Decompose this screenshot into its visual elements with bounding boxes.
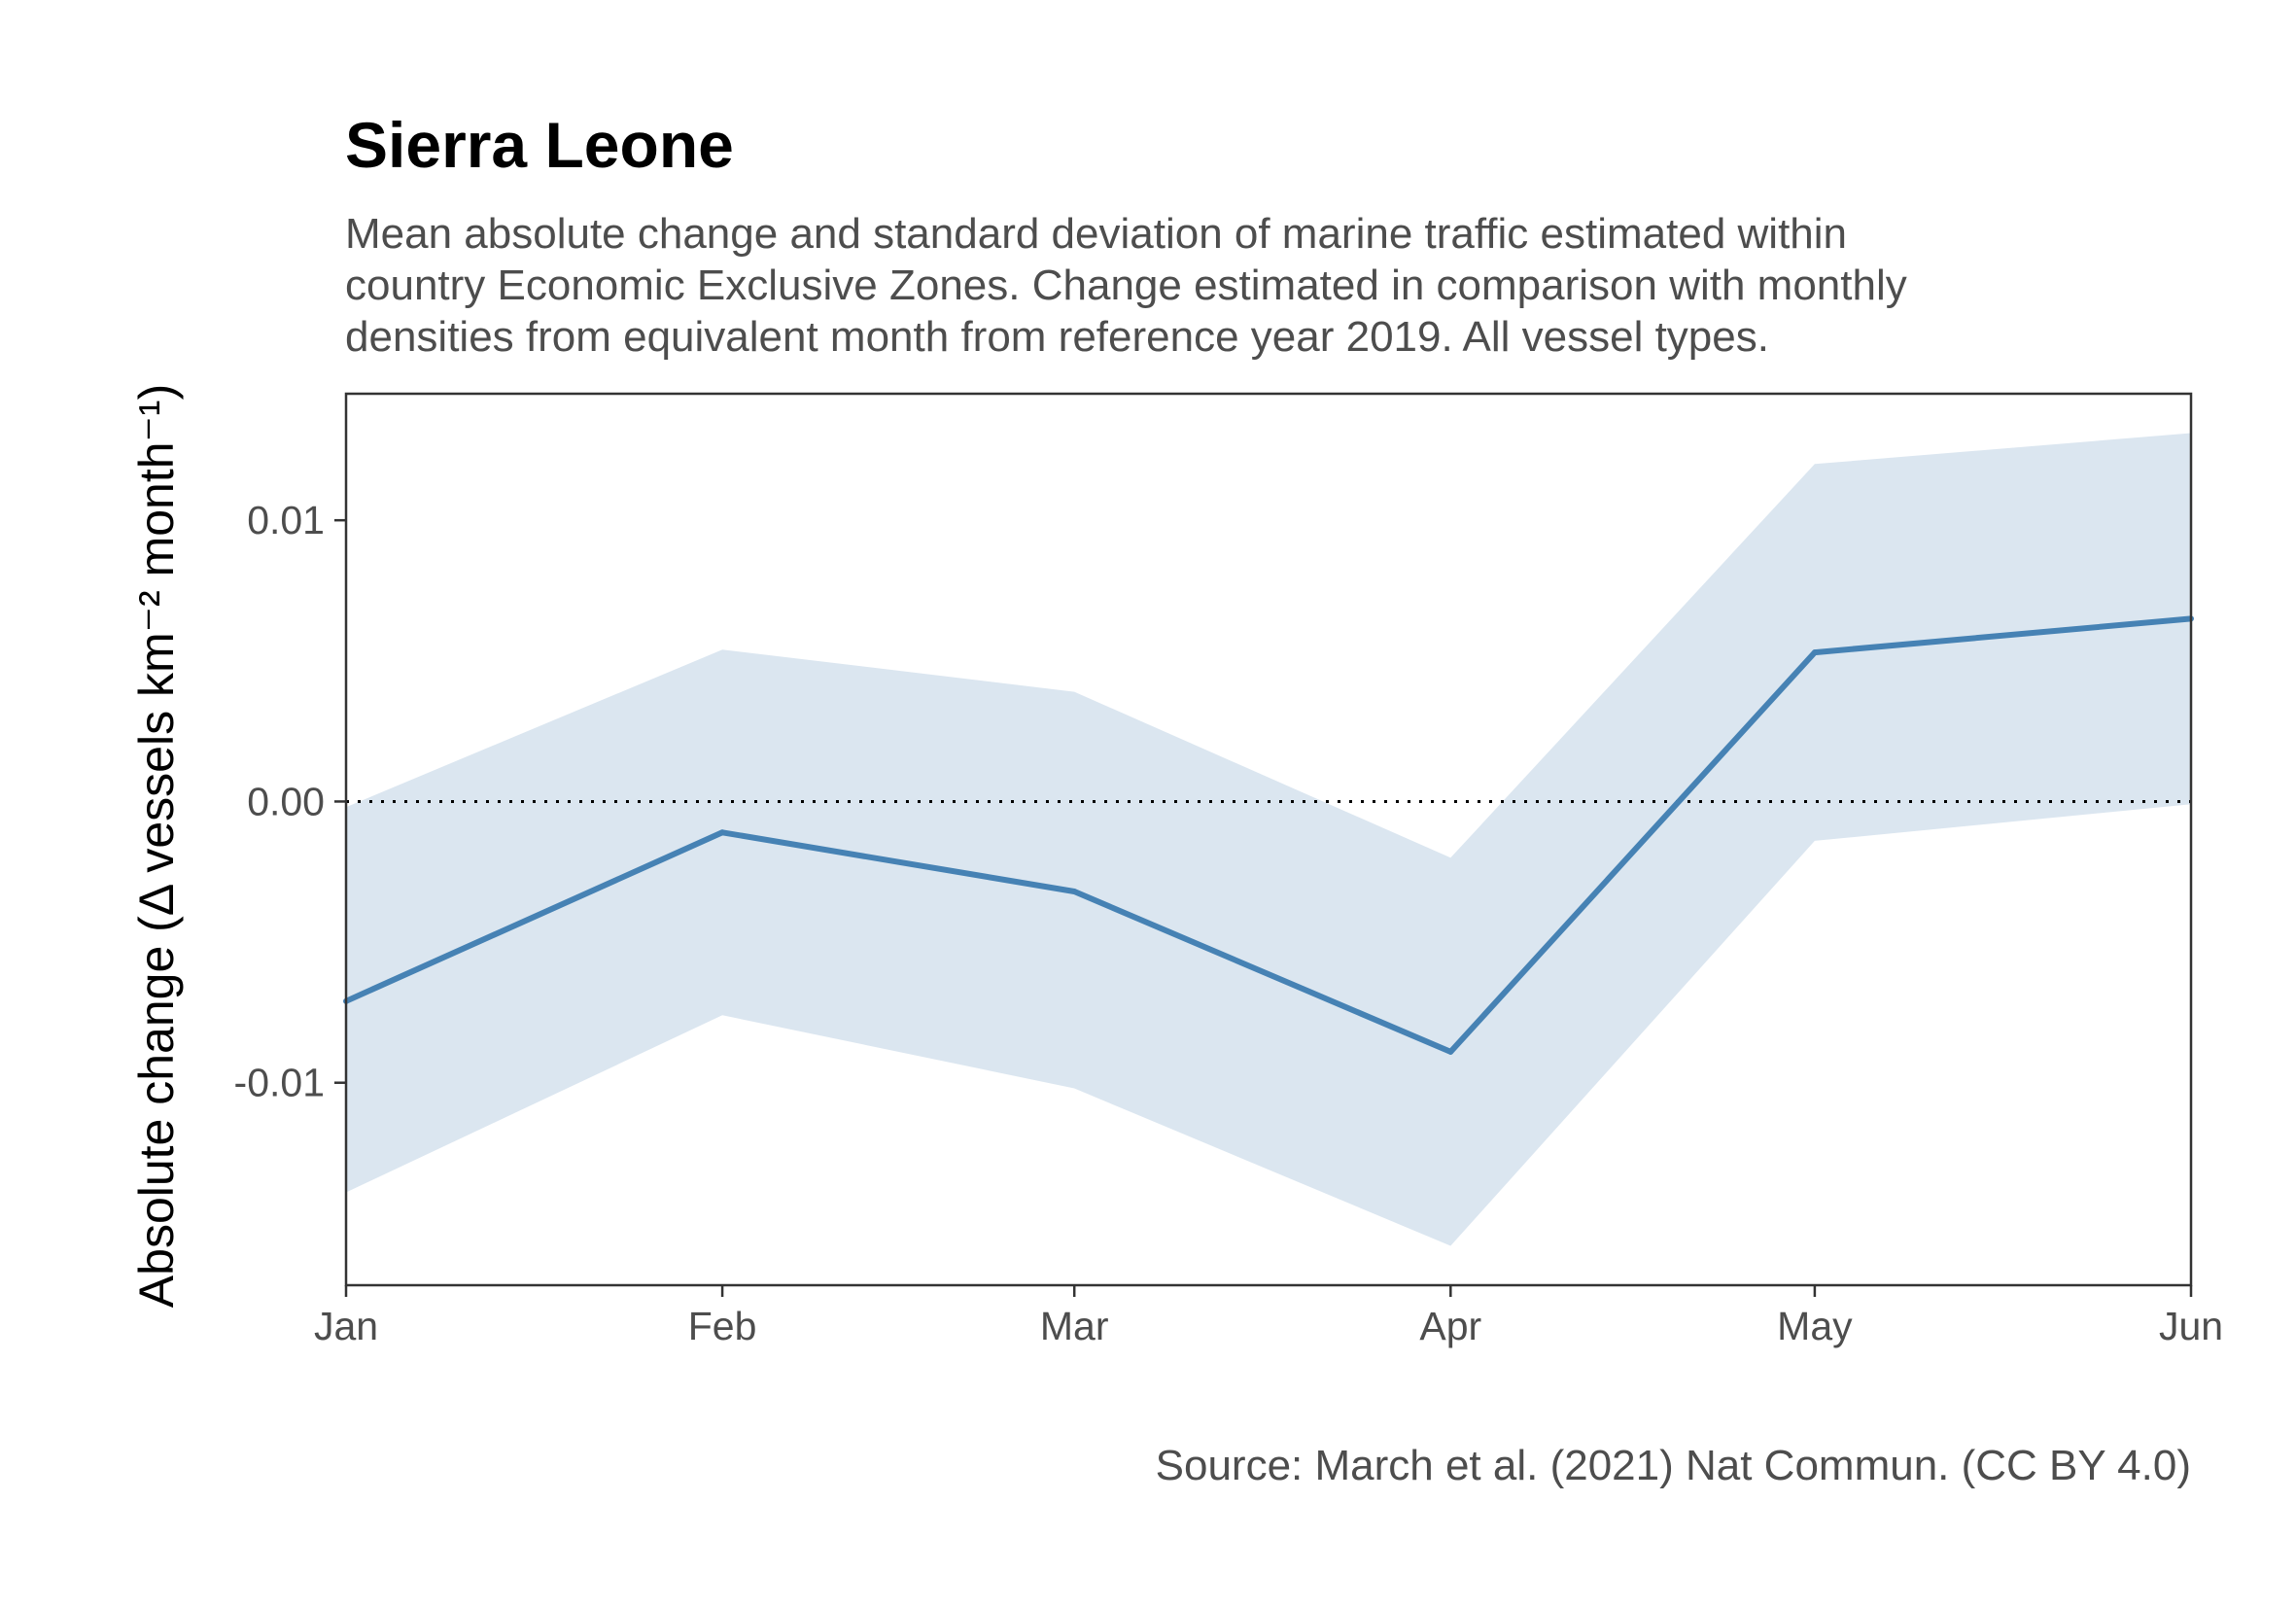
subtitle-line: country Economic Exclusive Zones. Change… xyxy=(345,262,1907,309)
x-tick-label: Jun xyxy=(2159,1304,2223,1348)
mean-change-line xyxy=(344,615,2192,1055)
x-tick-label: Mar xyxy=(1040,1304,1109,1348)
data-point-apr xyxy=(1447,1048,1454,1055)
y-axis-title: Absolute change (Δ vessels km⁻² month⁻¹) xyxy=(129,384,184,1308)
sd-ribbon xyxy=(346,433,2191,1246)
y-tick-label: 0.01 xyxy=(247,498,325,542)
data-point-mar xyxy=(1071,889,1078,895)
y-axis: -0.01 0.00 0.01 xyxy=(234,498,346,1105)
data-point-feb xyxy=(719,829,726,836)
chart-subtitle: Mean absolute change and standard deviat… xyxy=(345,210,1907,361)
plot-area xyxy=(343,392,2194,1287)
y-tick-label: 0.00 xyxy=(247,779,325,823)
y-tick-label: -0.01 xyxy=(234,1061,325,1105)
subtitle-line: densities from equivalent month from ref… xyxy=(345,313,1769,361)
chart-title: Sierra Leone xyxy=(345,109,734,181)
data-point-may xyxy=(1811,649,1818,656)
subtitle-line: Mean absolute change and standard deviat… xyxy=(345,210,1847,258)
x-tick-label: May xyxy=(1777,1304,1853,1348)
caption: Source: March et al. (2021) Nat Commun. … xyxy=(1156,1442,2191,1489)
x-tick-label: Jan xyxy=(314,1304,378,1348)
x-tick-label: Feb xyxy=(688,1304,757,1348)
panel-border xyxy=(344,392,2193,1287)
x-axis: Jan Feb Mar Apr May Jun xyxy=(314,1285,2223,1348)
x-tick-label: Apr xyxy=(1419,1304,1481,1348)
